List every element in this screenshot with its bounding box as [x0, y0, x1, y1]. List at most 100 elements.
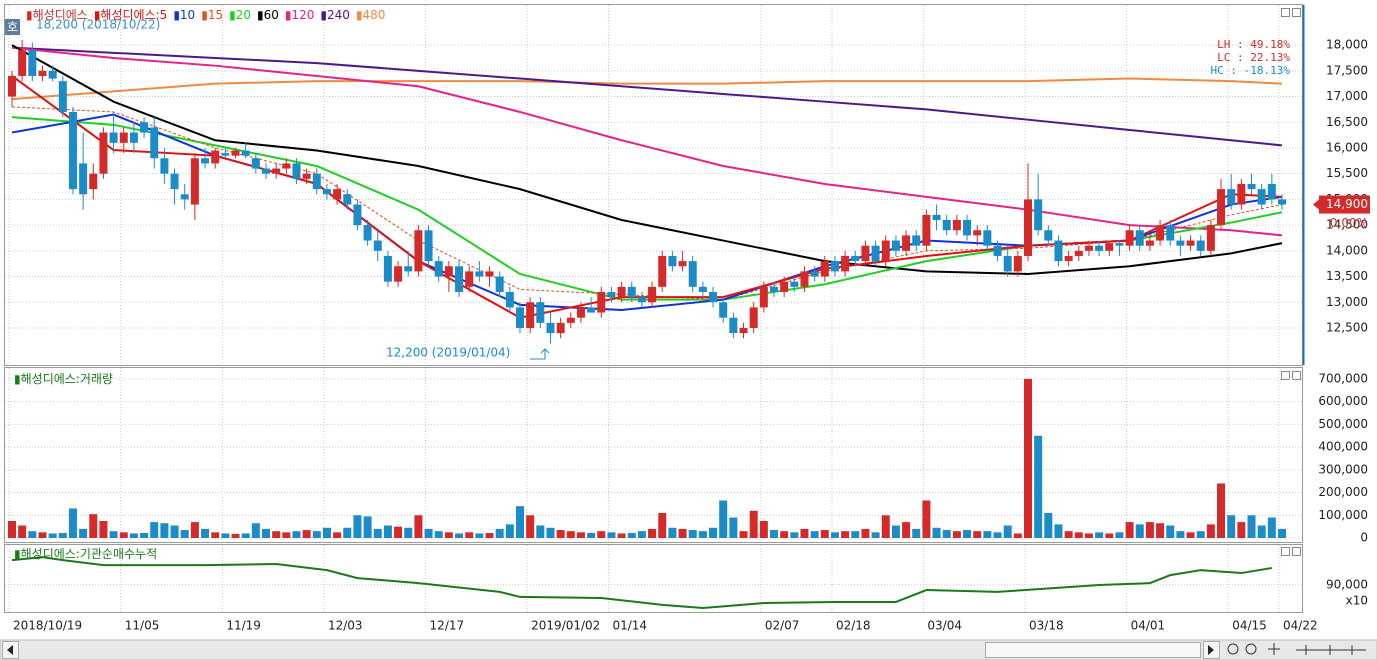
volume-bar: [770, 530, 778, 538]
candle-body: [333, 189, 342, 200]
candle-body: [1278, 199, 1286, 205]
volume-bar: [99, 520, 108, 538]
volume-bar: [231, 533, 240, 538]
candle-body: [272, 168, 281, 174]
volume-bar: [698, 531, 707, 538]
candle-body: [1044, 230, 1053, 241]
candle-body: [1196, 240, 1205, 251]
minimize-button[interactable]: [1281, 371, 1290, 380]
zoom-out[interactable]: [1227, 643, 1239, 655]
y-tick-label: 13,000: [1326, 295, 1368, 309]
volume-bar: [1074, 532, 1083, 538]
volume-bar: [1013, 533, 1022, 538]
candle-body: [48, 70, 57, 79]
candle-body: [180, 194, 189, 200]
volume-bar: [881, 515, 890, 538]
volume-bar: [68, 508, 77, 538]
candle-body: [1024, 199, 1032, 256]
candle-body: [1084, 245, 1093, 251]
panel-buttons[interactable]: [1281, 8, 1301, 556]
candle-body: [68, 111, 77, 190]
volume-bar: [1064, 531, 1073, 538]
institution-panel: [4, 544, 1303, 613]
ma-line: [11, 44, 1283, 275]
x-tick-label: 02/07: [765, 619, 800, 633]
candle-body: [28, 50, 37, 76]
volume-bar: [1196, 531, 1205, 538]
candle-body: [312, 173, 321, 190]
candle-body: [1227, 189, 1236, 205]
volume-bar: [58, 533, 67, 538]
volume-bar: [495, 528, 504, 538]
candle-body: [810, 271, 819, 277]
volume-bar: [312, 531, 321, 538]
volume-bar: [28, 531, 37, 538]
x-tick-label: 2018/10/19: [13, 619, 82, 633]
candle-body: [1217, 189, 1226, 226]
candle-body: [140, 122, 149, 133]
volume-bar: [485, 533, 494, 538]
candle-body: [790, 281, 799, 287]
ma-line: [11, 46, 1283, 147]
volume-bar: [729, 517, 738, 538]
volume-bar: [576, 532, 585, 538]
candle-body: [902, 235, 911, 251]
y-tick-label: 15,500: [1326, 166, 1368, 180]
close-button[interactable]: [1292, 371, 1301, 380]
minimize-button[interactable]: [1281, 8, 1290, 17]
candle-body: [881, 240, 890, 262]
volume-bar: [1257, 525, 1266, 538]
volume-bar: [1267, 517, 1276, 538]
volume-bar: [129, 533, 138, 538]
move-tool[interactable]: [1268, 643, 1280, 655]
x-tick-label: 2019/01/02: [531, 619, 600, 633]
scroll-thumb[interactable]: [985, 642, 1201, 658]
volume-bar: [952, 531, 961, 538]
legend: ▮해성디에스:거래량: [14, 372, 113, 386]
candle-body: [282, 163, 291, 169]
volume-bar: [851, 531, 860, 538]
legend-item: 10: [180, 8, 195, 22]
y-tick-label: 400,000: [1318, 440, 1368, 454]
volume-bar: [1206, 524, 1215, 538]
candle-body: [383, 255, 392, 282]
candle-body: [251, 158, 260, 169]
y-tick-label: 17,000: [1326, 89, 1368, 103]
candle-body: [79, 163, 88, 195]
volume-bar: [1044, 513, 1053, 538]
volume-bar: [566, 531, 575, 538]
volume-bar: [587, 533, 596, 538]
candle-body: [170, 173, 179, 190]
candle-body: [1054, 240, 1063, 262]
x-tick-label: 04/22: [1283, 619, 1318, 633]
volume-bar: [790, 532, 799, 538]
candle-body: [322, 189, 331, 195]
close-button[interactable]: [1292, 8, 1301, 17]
legend: ▮해성디에스:기관순매수누적: [14, 547, 157, 561]
volume-bar: [160, 523, 169, 538]
legend-marker: ▮: [14, 372, 21, 386]
volume-bar: [546, 527, 555, 538]
volume-bar: [1186, 532, 1195, 538]
volume-bar: [201, 528, 210, 538]
candle-body: [211, 150, 220, 164]
candle-body: [373, 240, 382, 251]
volume-bar: [140, 533, 149, 538]
legend-marker: ▮: [26, 8, 33, 22]
close-button[interactable]: [1292, 547, 1301, 556]
volume-bar: [1034, 435, 1043, 538]
legend-marker: ▮: [257, 8, 264, 22]
legend-item: 480: [363, 8, 386, 22]
candle-body: [678, 261, 687, 267]
volume-bar: [1024, 378, 1032, 538]
volume-bar: [1247, 515, 1256, 538]
volume-bar: [241, 533, 250, 538]
zoom-in[interactable]: [1245, 643, 1257, 655]
volume-bar: [262, 528, 270, 538]
minimize-button[interactable]: [1281, 547, 1290, 556]
toolbar[interactable]: [1227, 643, 1366, 655]
range-tool[interactable]: [1296, 645, 1366, 655]
volume-bar: [190, 522, 199, 538]
candle-body: [719, 302, 728, 318]
y-tick-label: 13,500: [1326, 269, 1368, 283]
